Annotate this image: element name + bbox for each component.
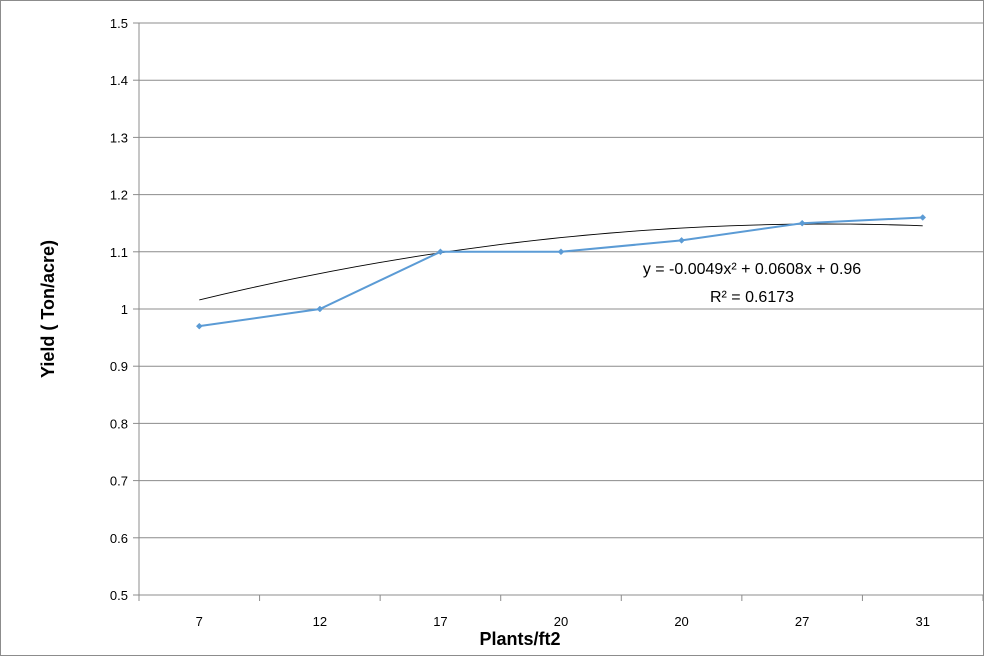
data-point-5 (798, 219, 806, 227)
data-point-4 (678, 237, 685, 244)
y-tick-label-4: 0.9 (110, 359, 128, 374)
x-tick-label-1: 12 (313, 614, 327, 629)
trendline-r-squared: R² = 0.6173 (710, 289, 794, 306)
y-axis-title: Yield ( Ton/acre) (38, 240, 58, 378)
x-tick-label-5: 27 (795, 614, 809, 629)
y-tick-label-6: 1.1 (110, 245, 128, 260)
y-tick-label-8: 1.3 (110, 130, 128, 145)
y-tick-label-10: 1.5 (110, 16, 128, 31)
x-tick-labels: 7 12 17 20 20 27 31 (196, 614, 930, 629)
x-tick-label-0: 7 (196, 614, 203, 629)
y-tick-label-3: 0.8 (110, 416, 128, 431)
x-tick-label-4: 20 (674, 614, 688, 629)
data-point-3 (557, 248, 565, 256)
y-tick-label-2: 0.7 (110, 474, 128, 489)
x-tick-label-3: 20 (554, 614, 568, 629)
trendline-equation: y = -0.0049x² + 0.0608x + 0.96 (643, 261, 861, 278)
y-tick-label-1: 0.6 (110, 531, 128, 546)
y-tick-labels: 0.5 0.6 0.7 0.8 0.9 1 1.1 1.2 1.3 1.4 1.5 (110, 16, 128, 603)
y-tick-label-0: 0.5 (110, 588, 128, 603)
x-axis-title: Plants/ft2 (479, 629, 560, 649)
data-series (195, 214, 927, 330)
y-tick-label-7: 1.2 (110, 188, 128, 203)
axes (133, 22, 984, 601)
gridlines (139, 22, 983, 596)
data-point-2 (437, 248, 444, 256)
x-tick-label-2: 17 (433, 614, 447, 629)
y-tick-label-9: 1.4 (110, 73, 128, 88)
x-tick-label-6: 31 (915, 614, 929, 629)
y-tick-label-5: 1 (121, 302, 128, 317)
data-point-6 (919, 214, 927, 221)
data-point-0 (195, 322, 203, 330)
data-point-1 (316, 305, 324, 313)
